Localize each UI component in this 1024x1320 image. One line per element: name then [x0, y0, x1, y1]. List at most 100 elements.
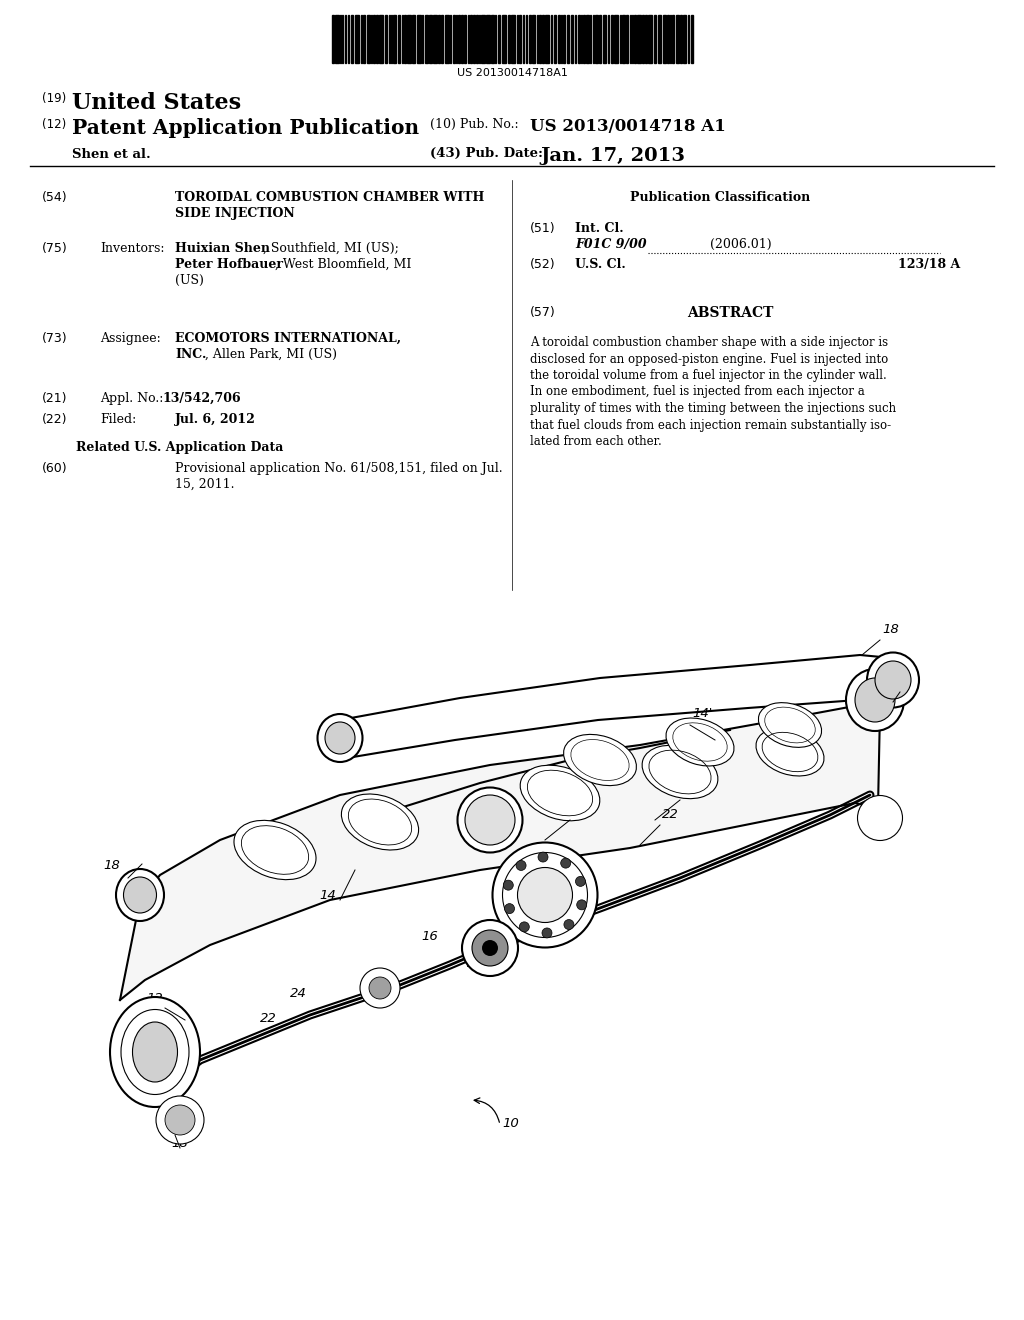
- Text: 123/18 A: 123/18 A: [898, 257, 961, 271]
- Bar: [560, 15, 562, 63]
- Text: 22: 22: [260, 1012, 276, 1026]
- Text: Peter Hofbauer: Peter Hofbauer: [175, 257, 283, 271]
- Text: (54): (54): [42, 191, 68, 205]
- Text: (51): (51): [530, 222, 556, 235]
- Text: (10) Pub. No.:: (10) Pub. No.:: [430, 117, 518, 131]
- Text: (US): (US): [175, 275, 204, 286]
- Circle shape: [564, 920, 573, 929]
- Circle shape: [561, 858, 570, 869]
- Bar: [335, 15, 339, 63]
- Bar: [637, 15, 641, 63]
- Bar: [355, 15, 358, 63]
- Bar: [511, 15, 515, 63]
- Bar: [438, 15, 440, 63]
- Bar: [462, 15, 463, 63]
- Bar: [670, 15, 671, 63]
- Bar: [691, 15, 692, 63]
- Circle shape: [505, 904, 514, 913]
- Bar: [398, 15, 400, 63]
- Bar: [630, 15, 631, 63]
- Bar: [634, 15, 636, 63]
- Text: Provisional application No. 61/508,151, filed on Jul.: Provisional application No. 61/508,151, …: [175, 462, 503, 475]
- Bar: [523, 15, 524, 63]
- Ellipse shape: [233, 820, 316, 879]
- Text: Inventors:: Inventors:: [100, 242, 165, 255]
- Text: Publication Classification: Publication Classification: [630, 191, 810, 205]
- Text: 13/542,706: 13/542,706: [162, 392, 241, 405]
- Bar: [574, 15, 577, 63]
- Bar: [385, 15, 387, 63]
- Ellipse shape: [156, 1096, 204, 1144]
- Bar: [683, 15, 686, 63]
- Ellipse shape: [874, 661, 911, 700]
- Bar: [495, 15, 497, 63]
- Bar: [492, 15, 494, 63]
- Text: 14: 14: [319, 888, 336, 902]
- Text: SIDE INJECTION: SIDE INJECTION: [175, 207, 295, 220]
- Text: the toroidal volume from a fuel injector in the cylinder wall.: the toroidal volume from a fuel injector…: [530, 370, 887, 381]
- Bar: [539, 15, 541, 63]
- Text: 15, 2011.: 15, 2011.: [175, 478, 234, 491]
- Bar: [680, 15, 682, 63]
- Bar: [470, 15, 472, 63]
- Bar: [379, 15, 383, 63]
- Bar: [371, 15, 372, 63]
- Bar: [622, 15, 626, 63]
- Text: lated from each other.: lated from each other.: [530, 436, 662, 447]
- Bar: [571, 15, 572, 63]
- Circle shape: [542, 928, 552, 939]
- Text: F01C 9/00: F01C 9/00: [575, 238, 646, 251]
- Bar: [603, 15, 606, 63]
- Bar: [542, 15, 544, 63]
- Bar: [590, 15, 591, 63]
- Bar: [567, 15, 569, 63]
- Bar: [473, 15, 475, 63]
- Ellipse shape: [317, 714, 362, 762]
- Text: Jan. 17, 2013: Jan. 17, 2013: [540, 147, 685, 165]
- Circle shape: [519, 921, 529, 932]
- Bar: [578, 15, 580, 63]
- Bar: [444, 15, 449, 63]
- Text: Filed:: Filed:: [100, 413, 136, 426]
- Bar: [663, 15, 666, 63]
- Circle shape: [472, 931, 508, 966]
- Bar: [502, 15, 506, 63]
- Text: (60): (60): [42, 462, 68, 475]
- Ellipse shape: [116, 869, 164, 921]
- Bar: [429, 15, 432, 63]
- Text: 12: 12: [146, 993, 164, 1005]
- Bar: [584, 15, 585, 63]
- Text: A toroidal combustion chamber shape with a side injector is: A toroidal combustion chamber shape with…: [530, 337, 888, 348]
- Bar: [672, 15, 674, 63]
- Bar: [627, 15, 628, 63]
- Ellipse shape: [846, 669, 904, 731]
- Text: that fuel clouds from each injection remain substantially iso-: that fuel clouds from each injection rem…: [530, 418, 891, 432]
- Text: , West Bloomfield, MI: , West Bloomfield, MI: [275, 257, 412, 271]
- Text: plurality of times with the timing between the injections such: plurality of times with the timing betwe…: [530, 403, 896, 414]
- Ellipse shape: [325, 722, 355, 754]
- Bar: [441, 15, 443, 63]
- Text: , Southfield, MI (US);: , Southfield, MI (US);: [263, 242, 399, 255]
- Text: Huixian Shen: Huixian Shen: [175, 242, 270, 255]
- Text: 18: 18: [882, 623, 899, 636]
- Bar: [450, 15, 452, 63]
- Text: disclosed for an opposed-piston engine. Fuel is injected into: disclosed for an opposed-piston engine. …: [530, 352, 888, 366]
- Bar: [388, 15, 390, 63]
- Ellipse shape: [458, 788, 522, 853]
- Circle shape: [575, 876, 586, 887]
- Circle shape: [482, 940, 498, 956]
- Bar: [422, 15, 423, 63]
- Ellipse shape: [341, 795, 419, 850]
- Bar: [614, 15, 617, 63]
- Bar: [648, 15, 652, 63]
- Bar: [408, 15, 411, 63]
- Circle shape: [503, 880, 513, 890]
- Bar: [342, 15, 343, 63]
- Bar: [368, 15, 370, 63]
- Ellipse shape: [517, 867, 572, 923]
- Text: US 2013/0014718 A1: US 2013/0014718 A1: [530, 117, 726, 135]
- Bar: [458, 15, 460, 63]
- Bar: [657, 15, 662, 63]
- Bar: [558, 15, 559, 63]
- Bar: [645, 15, 647, 63]
